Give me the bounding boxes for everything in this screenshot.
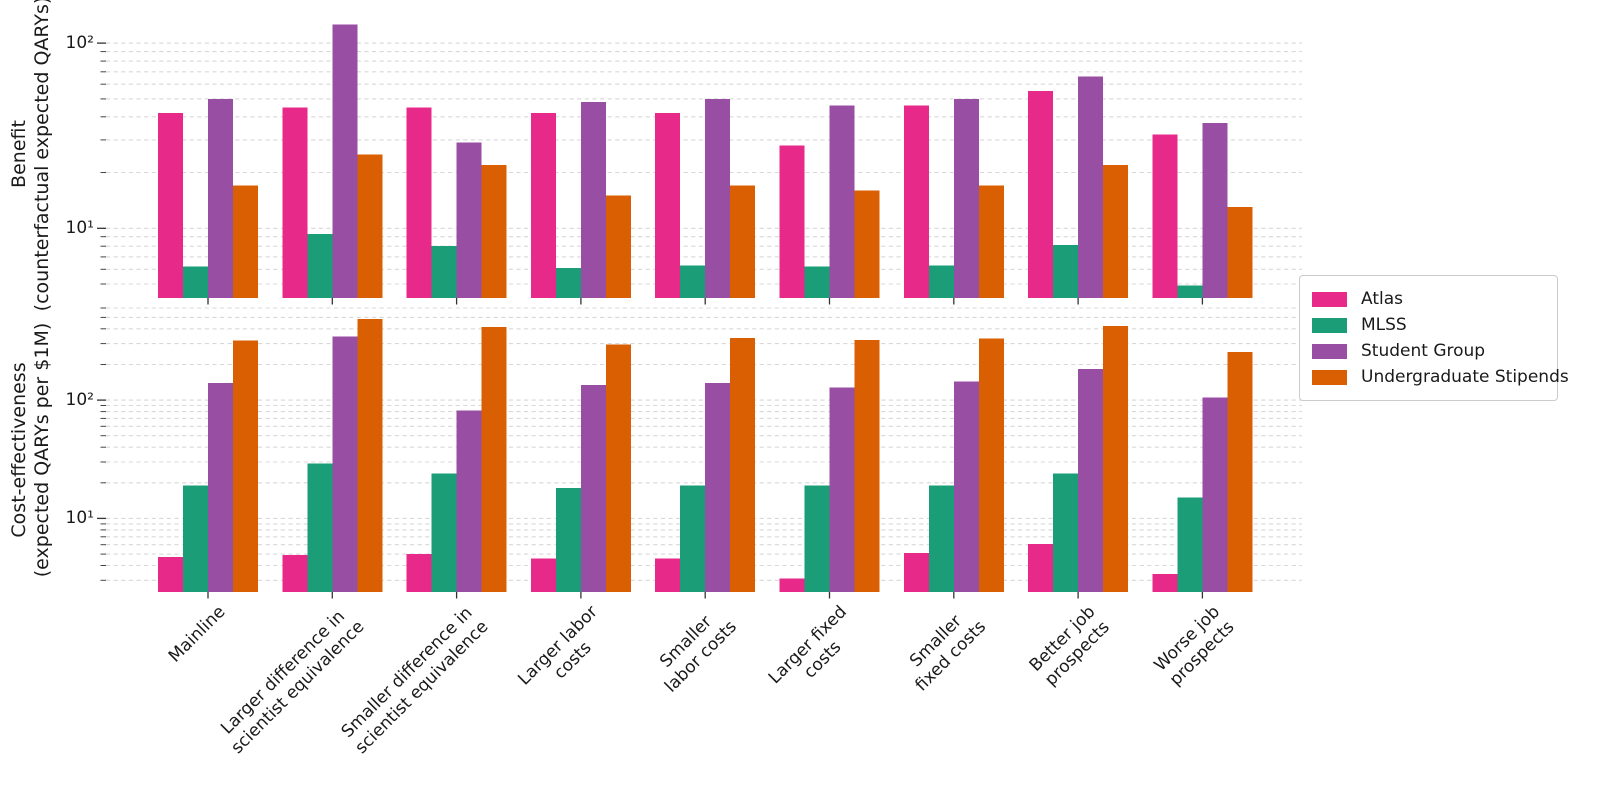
bar-atlas-0 — [158, 557, 183, 592]
legend-label-mlss: MLSS — [1361, 315, 1407, 335]
bar-undergraduate-stipends-4 — [730, 337, 756, 592]
legend: Atlas MLSS Student Group Undergraduate S… — [1299, 275, 1569, 401]
legend-label-atlas: Atlas — [1361, 289, 1403, 309]
bar-undergraduate-stipends-7 — [1103, 164, 1129, 298]
bar-undergraduate-stipends-3 — [605, 344, 631, 592]
bar-mlss-7 — [1053, 245, 1079, 298]
bar-undergraduate-stipends-8 — [1227, 351, 1253, 592]
bar-atlas-5 — [779, 578, 805, 592]
bar-atlas-2 — [406, 554, 432, 592]
bar-atlas-8 — [1152, 134, 1178, 298]
bar-mlss-7 — [1053, 473, 1079, 592]
bar-undergraduate-stipends-2 — [481, 164, 507, 298]
bar-atlas-2 — [406, 107, 432, 298]
bar-undergraduate-stipends-1 — [357, 154, 383, 298]
bar-undergraduate-stipends-4 — [730, 185, 756, 298]
bar-mlss-8 — [1177, 285, 1203, 298]
bar-student-group-5 — [829, 387, 855, 592]
bar-mlss-2 — [431, 246, 457, 298]
y-tick-label: 10² — [65, 390, 94, 410]
bar-student-group-3 — [580, 102, 606, 298]
cost-effectiveness-axis-title-line1: Cost-effectiveness — [8, 362, 30, 538]
bar-mlss-4 — [680, 265, 706, 298]
bar-mlss-3 — [555, 268, 581, 298]
y-tick-label: 10¹ — [65, 508, 94, 528]
bar-student-group-7 — [1078, 76, 1104, 298]
bar-undergraduate-stipends-5 — [854, 340, 880, 592]
cost-effectiveness-axis-title-line2: (expected QARYs per $1M) — [31, 322, 53, 578]
bar-student-group-8 — [1202, 123, 1228, 298]
bar-student-group-4 — [705, 382, 731, 592]
bar-mlss-1 — [307, 234, 333, 298]
bar-mlss-4 — [680, 485, 706, 592]
bar-atlas-6 — [903, 553, 929, 592]
bar-atlas-4 — [655, 112, 681, 299]
bar-atlas-8 — [1152, 573, 1178, 592]
mlss-swatch-icon — [1312, 317, 1347, 333]
bar-student-group-6 — [953, 381, 979, 592]
cost-effectiveness-axis-title: Cost-effectiveness (expected QARYs per $… — [8, 323, 54, 578]
bar-atlas-5 — [779, 145, 805, 298]
y-tick-label: 10² — [65, 33, 94, 53]
bar-undergraduate-stipends-2 — [481, 326, 507, 592]
bar-atlas-4 — [655, 558, 681, 592]
bar-student-group-1 — [332, 24, 358, 298]
bar-mlss-6 — [928, 485, 954, 592]
bar-undergraduate-stipends-5 — [854, 190, 880, 298]
undergraduate-stipends-swatch-icon — [1312, 369, 1347, 385]
legend-item-mlss: MLSS — [1312, 312, 1545, 338]
bar-atlas-7 — [1028, 91, 1054, 298]
bar-atlas-3 — [530, 112, 556, 299]
bar-undergraduate-stipends-6 — [978, 185, 1004, 298]
bar-atlas-1 — [282, 107, 308, 298]
bar-undergraduate-stipends-6 — [978, 338, 1004, 592]
bar-student-group-4 — [705, 98, 731, 299]
bar-mlss-5 — [804, 266, 830, 298]
bar-mlss-1 — [307, 463, 333, 592]
benefit-axis-title-line1: Benefit — [8, 120, 30, 188]
bar-student-group-2 — [456, 142, 482, 298]
bar-mlss-8 — [1177, 497, 1203, 592]
legend-item-student-group: Student Group — [1312, 338, 1545, 364]
bar-mlss-2 — [431, 473, 457, 592]
bar-student-group-5 — [829, 105, 855, 298]
bar-mlss-5 — [804, 485, 830, 592]
bar-atlas-1 — [282, 555, 308, 592]
legend-label-undergraduate-stipends: Undergraduate Stipends — [1361, 367, 1569, 387]
bar-student-group-8 — [1202, 397, 1228, 592]
bar-student-group-1 — [332, 336, 358, 592]
legend-item-atlas: Atlas — [1312, 286, 1545, 312]
bar-undergraduate-stipends-7 — [1103, 326, 1129, 592]
bar-mlss-6 — [928, 265, 954, 298]
bar-undergraduate-stipends-0 — [233, 340, 258, 592]
bar-student-group-7 — [1078, 368, 1104, 592]
legend-label-student-group: Student Group — [1361, 341, 1486, 361]
bar-atlas-0 — [158, 112, 183, 299]
bar-mlss-0 — [183, 485, 208, 592]
legend-item-undergraduate-stipends: Undergraduate Stipends — [1312, 364, 1569, 390]
bar-student-group-0 — [208, 98, 233, 299]
bar-student-group-2 — [456, 410, 482, 592]
y-tick-label: 10¹ — [65, 218, 94, 238]
bar-undergraduate-stipends-3 — [605, 195, 631, 298]
bar-student-group-3 — [580, 385, 606, 592]
bar-student-group-0 — [208, 382, 233, 592]
bar-mlss-0 — [183, 266, 208, 298]
bar-atlas-6 — [903, 105, 929, 298]
atlas-swatch-icon — [1312, 291, 1347, 307]
bar-undergraduate-stipends-1 — [357, 318, 383, 592]
bar-undergraduate-stipends-8 — [1227, 207, 1253, 298]
bar-atlas-7 — [1028, 543, 1054, 592]
bar-atlas-3 — [530, 558, 556, 592]
student-group-swatch-icon — [1312, 343, 1347, 359]
bar-student-group-6 — [953, 98, 979, 299]
bar-undergraduate-stipends-0 — [233, 185, 258, 298]
bar-mlss-3 — [555, 488, 581, 592]
